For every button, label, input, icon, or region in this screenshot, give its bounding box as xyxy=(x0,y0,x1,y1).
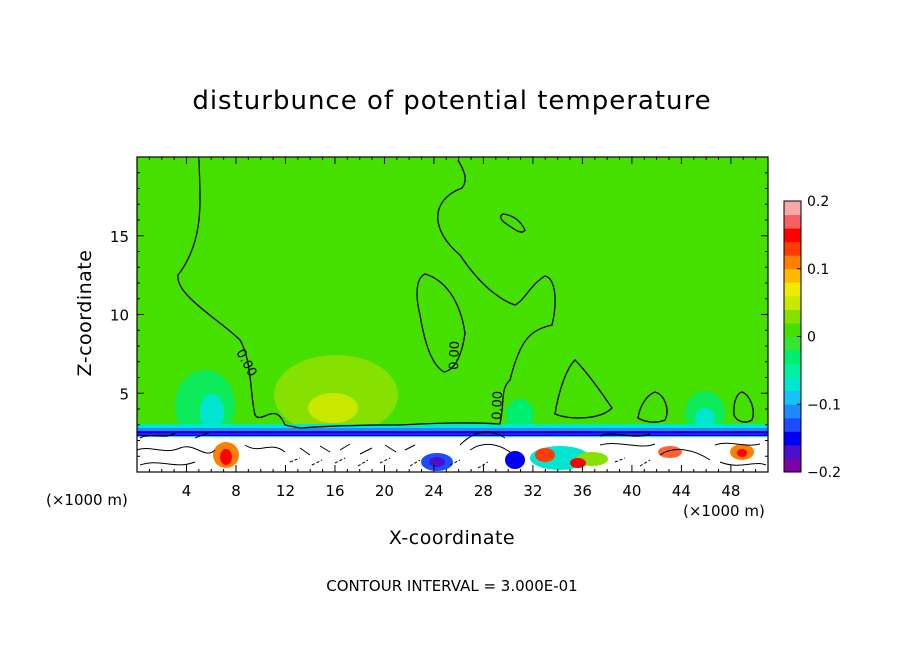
contour-loop xyxy=(416,273,466,373)
cold-patch xyxy=(505,451,525,469)
colorbar-swatch xyxy=(784,431,801,446)
contour-loop xyxy=(733,391,754,423)
chart-title: disturbunce of potential temperature xyxy=(192,86,712,116)
contour-loop xyxy=(500,213,526,233)
colorbar-swatch xyxy=(784,363,801,378)
colorbar-swatch xyxy=(784,309,801,324)
background-field xyxy=(137,157,768,472)
colorbar-swatch xyxy=(784,255,801,270)
colorbar-tick-label: 0.1 xyxy=(807,262,829,278)
colorbar-swatch xyxy=(784,350,801,365)
x-tick-label: 44 xyxy=(672,482,691,500)
contour-interval: CONTOUR INTERVAL = 3.000E-01 xyxy=(326,577,578,595)
colorbar-swatch xyxy=(784,322,801,337)
warm-patch xyxy=(658,446,682,458)
contour-zero xyxy=(397,159,556,426)
colorbar-swatch xyxy=(784,282,801,297)
y-tick-label: 10 xyxy=(110,307,129,325)
colorbar-swatch xyxy=(784,295,801,310)
colorbar-swatch xyxy=(784,417,801,432)
x-tick-label: 24 xyxy=(424,482,443,500)
contour-loop xyxy=(637,391,668,423)
colorbar-tick-label: −0.1 xyxy=(807,397,841,413)
colorbar-swatch xyxy=(784,377,801,392)
cool-bump xyxy=(695,408,715,428)
contour-loop xyxy=(554,359,613,419)
contour-label: 0.00 xyxy=(490,391,506,420)
boundary-contours xyxy=(139,431,651,439)
colorbar-swatch xyxy=(784,390,801,405)
x-unit-label: (×1000 m) xyxy=(46,491,128,509)
contour-label: 0.00 xyxy=(447,341,463,370)
warm-bump xyxy=(308,393,358,423)
warm-patch xyxy=(570,458,586,468)
cool-bump xyxy=(506,399,534,431)
colorbar-swatch xyxy=(784,336,801,351)
x-tick-label: 36 xyxy=(573,482,592,500)
x-tick-label: 8 xyxy=(231,482,241,500)
boundary-band xyxy=(137,433,768,435)
colorbar-swatch xyxy=(784,214,801,229)
x-tick-label: 28 xyxy=(474,482,493,500)
x-tick-label: 12 xyxy=(276,482,295,500)
warm-patch xyxy=(535,448,555,462)
colorbar-swatch xyxy=(784,201,801,216)
x-tick-label: 16 xyxy=(325,482,344,500)
colorbar-swatch xyxy=(784,228,801,243)
colorbar-tick-label: −0.2 xyxy=(807,465,841,481)
cold-patch xyxy=(429,457,445,467)
colorbar-swatch xyxy=(784,458,801,473)
x-tick-label: 48 xyxy=(721,482,740,500)
colorbar-swatch xyxy=(784,241,801,256)
cool-bump xyxy=(200,394,224,430)
colorbar-swatch xyxy=(784,404,801,419)
x-axis-label: X-coordinate xyxy=(388,527,516,549)
y-tick-label: 15 xyxy=(110,228,129,246)
y-tick-label: 5 xyxy=(119,385,129,403)
x-tick-label: 40 xyxy=(622,482,641,500)
colorbar-tick-label: 0.2 xyxy=(807,194,829,210)
colorbar-tick-label: 0 xyxy=(807,330,816,346)
x-tick-label: 4 xyxy=(182,482,192,500)
warm-patch xyxy=(220,449,232,465)
colorbar-swatch xyxy=(784,268,801,283)
colorbar: 0.2 0.1 0 −0.1 −0.2 xyxy=(783,194,841,481)
x-tick-label: 32 xyxy=(523,482,542,500)
contour-zero xyxy=(177,159,399,429)
surface-contours xyxy=(137,431,767,466)
warm-patch xyxy=(737,449,747,457)
colorbar-swatch xyxy=(784,444,801,459)
x-tick-label: 20 xyxy=(375,482,394,500)
y-axis-label: Z-coordinate xyxy=(74,249,96,377)
y-unit-label: (×1000 m) xyxy=(683,502,765,520)
